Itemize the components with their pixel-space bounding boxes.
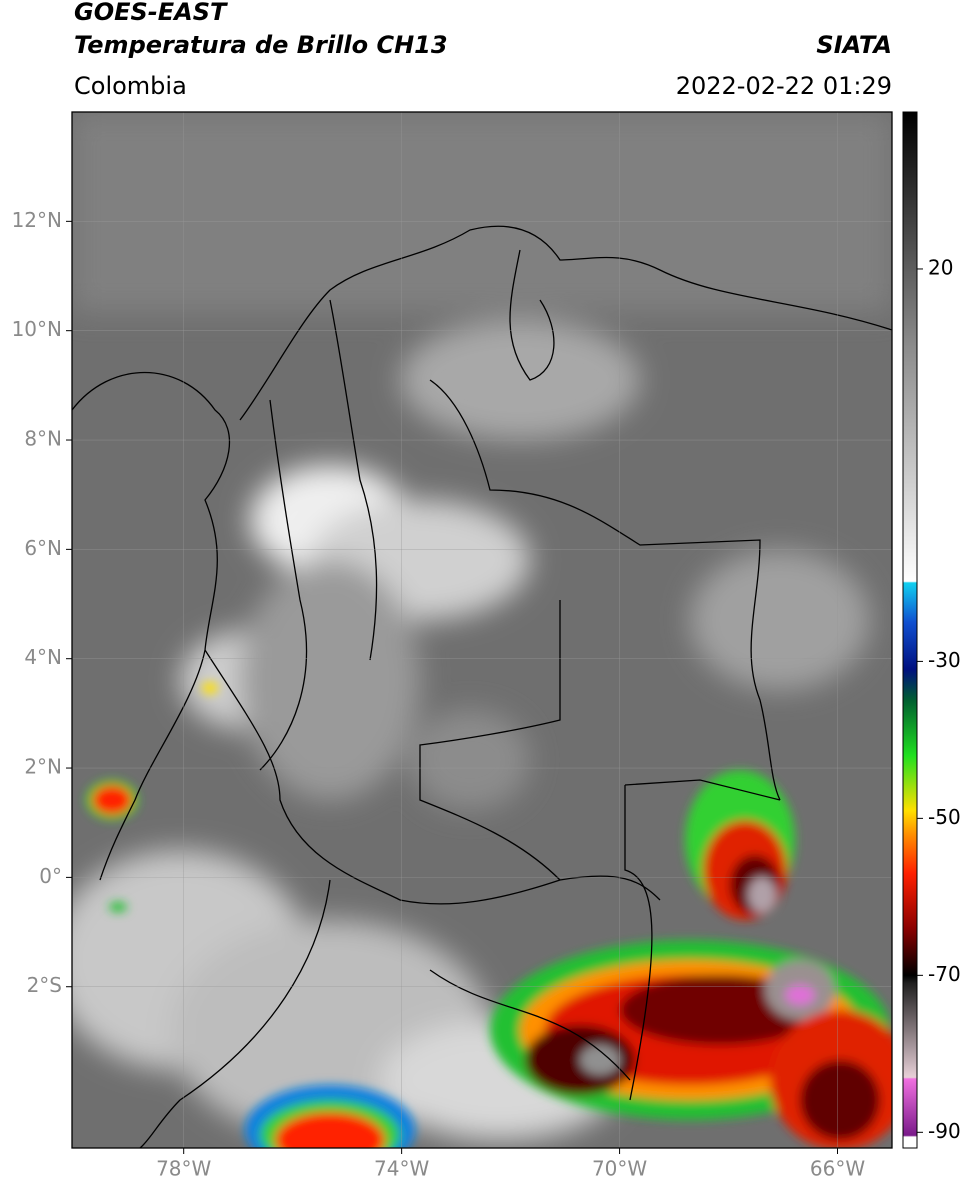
x-tick-label: 78°W [156, 1157, 211, 1181]
y-tick-label: 6°N [24, 536, 62, 560]
y-tick-label: 4°N [24, 645, 62, 669]
y-tick-label: 0° [39, 864, 62, 888]
y-tick-label: 10°N [12, 317, 62, 341]
colorbar [902, 111, 918, 1149]
satellite-image [72, 112, 892, 1148]
borders [72, 225, 892, 1148]
y-tick-label: 12°N [12, 208, 62, 232]
datetime: 2022-02-22 01:29 [676, 72, 892, 100]
title: GOES-EAST [74, 0, 228, 26]
x-tick-label: 74°W [374, 1157, 429, 1181]
y-tick-label: 2°N [24, 755, 62, 779]
colorbar-tick-label: -90 [928, 1119, 961, 1143]
region: Colombia [74, 72, 187, 100]
x-tick-label: 66°W [810, 1157, 865, 1181]
colorbar-tick-label: -30 [928, 648, 961, 672]
source: SIATA [816, 31, 892, 59]
subtitle: Temperatura de Brillo CH13 [74, 31, 448, 59]
plot-frame [71, 111, 893, 1149]
x-tick-label: 70°W [592, 1157, 647, 1181]
colorbar-tick-label: 20 [928, 255, 953, 279]
grid [72, 112, 892, 1148]
y-tick-label: 8°N [24, 427, 62, 451]
colorbar-tick-label: -70 [928, 962, 961, 986]
y-tick-label: 2°S [27, 973, 62, 997]
colorbar-tick-label: -50 [928, 805, 961, 829]
